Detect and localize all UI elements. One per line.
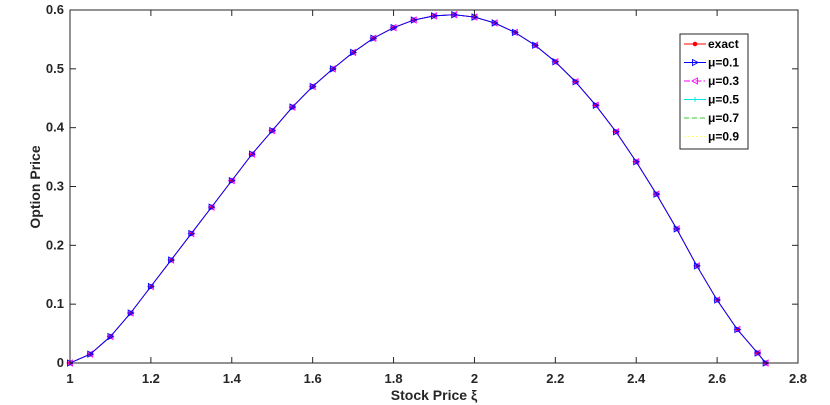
data-point (431, 12, 438, 20)
legend-label: μ=0.3 (708, 74, 739, 88)
x-tick-label: 1 (66, 371, 73, 386)
data-point (754, 349, 762, 357)
legend-item: μ=0.9 (684, 130, 739, 144)
y-tick-label: 0.1 (46, 296, 64, 311)
x-tick-label: 2.8 (789, 371, 807, 386)
data-point (147, 282, 155, 291)
y-tick-label: 0.5 (46, 61, 64, 76)
y-tick-label: 0.2 (46, 237, 64, 252)
series-layer (66, 10, 770, 367)
data-point (653, 190, 661, 198)
data-point (390, 23, 398, 32)
x-tick-label: 1.6 (304, 371, 322, 386)
x-tick-label: 1.4 (223, 371, 242, 386)
data-point (228, 176, 236, 185)
y-tick-label: 0.4 (46, 120, 65, 135)
axis-layer: 1 1.2 1.4 1.6 1.8 2 2.2 2.4 2.6 2.8 0 0.1 0.2 0.3 0.4 0… (46, 2, 807, 386)
data-point (714, 296, 722, 304)
data-point (673, 225, 681, 233)
plot-background (70, 10, 798, 363)
data-point (511, 28, 519, 37)
data-point (188, 229, 196, 238)
x-tick-label: 2.2 (546, 371, 564, 386)
data-point (410, 16, 418, 24)
data-point (552, 58, 560, 66)
legend-item: exact (684, 37, 739, 51)
x-axis-label: Stock Price ξ (391, 387, 478, 403)
legend: exact μ=0.1 μ=0.3 μ=0.5 μ=0.7 μ=0.9 (679, 33, 749, 150)
data-point (693, 262, 701, 270)
legend-item: μ=0.1 (684, 56, 739, 70)
y-axis-label: Option Price (27, 145, 43, 228)
x-tick-label: 1.8 (385, 371, 403, 386)
legend-label: μ=0.1 (708, 56, 739, 70)
data-point (329, 65, 337, 73)
data-point (87, 350, 95, 358)
series-line (69, 14, 766, 364)
data-point (107, 332, 115, 341)
y-tick-label: 0.3 (46, 179, 64, 194)
data-point (208, 203, 216, 211)
legend-item: μ=0.7 (684, 111, 739, 125)
legend-item: μ=0.3 (684, 74, 739, 88)
legend-label: μ=0.5 (708, 93, 739, 107)
y-tick-label: 0.6 (46, 2, 64, 17)
data-point (269, 126, 277, 135)
legend-marker (692, 58, 699, 67)
data-point (350, 48, 358, 57)
legend-label: μ=0.7 (708, 111, 739, 125)
legend-label: μ=0.9 (708, 130, 739, 144)
data-point (491, 19, 499, 27)
legend-box (679, 33, 749, 150)
x-tick-label: 2.4 (627, 371, 646, 386)
legend-marker (691, 77, 698, 85)
y-tick-label: 0 (57, 355, 64, 370)
data-point (592, 101, 600, 110)
data-point (127, 309, 135, 317)
data-point (451, 10, 459, 19)
legend-item: μ=0.5 (684, 93, 739, 107)
data-point (370, 34, 378, 42)
x-tick-label: 2 (471, 371, 478, 386)
x-tick-label: 1.2 (142, 371, 160, 386)
data-point (633, 158, 641, 166)
data-point (249, 150, 256, 158)
legend-marker (692, 41, 698, 47)
data-point (532, 41, 540, 50)
data-point (289, 103, 297, 111)
x-tick-label: 2.6 (708, 371, 726, 386)
data-point (734, 325, 742, 334)
legend-marker (692, 97, 698, 102)
data-point (168, 256, 176, 264)
legend-label: exact (708, 37, 739, 51)
data-point (309, 82, 317, 91)
data-point (613, 128, 620, 136)
data-point (572, 78, 580, 86)
series-1 (67, 10, 770, 367)
